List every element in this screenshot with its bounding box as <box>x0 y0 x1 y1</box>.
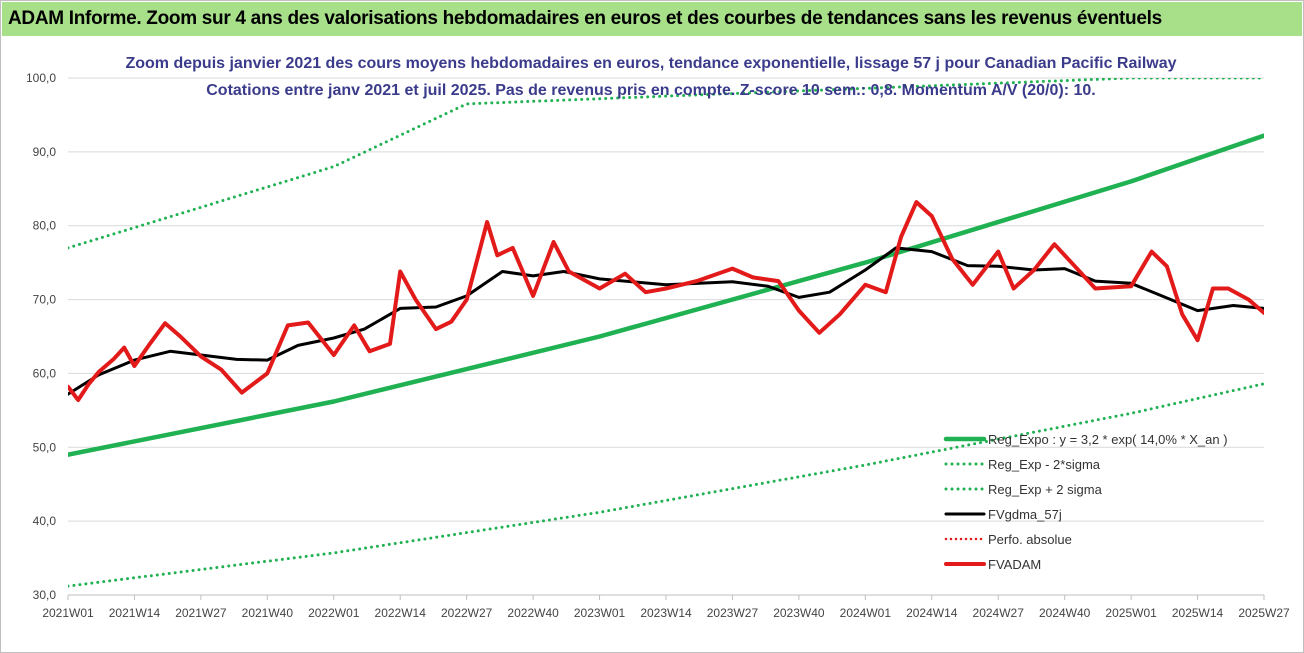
legend-label: FVgdma_57j <box>988 507 1062 522</box>
y-tick-label: 100,0 <box>26 71 56 85</box>
x-tick-label: 2021W27 <box>175 606 227 620</box>
series-line-reg-exp-2-sigma <box>68 382 1264 588</box>
y-tick-label: 40,0 <box>33 514 57 528</box>
legend-label: Reg_Exp - 2*sigma <box>988 457 1101 472</box>
chart-series <box>68 78 1264 588</box>
y-tick-label: 30,0 <box>33 588 57 602</box>
x-tick-label: 2022W01 <box>308 606 360 620</box>
x-tick-label: 2022W27 <box>441 606 493 620</box>
x-tick-label: 2023W01 <box>574 606 626 620</box>
y-tick-label: 60,0 <box>33 366 57 380</box>
report-title: ADAM Informe. Zoom sur 4 ans des valoris… <box>8 8 1162 29</box>
x-tick-label: 2021W40 <box>242 606 294 620</box>
y-axis-ticks: 30,0 40,0 50,0 60,0 70,0 80,0 90,0 100,0 <box>26 71 56 602</box>
x-axis-ticks: 2021W01 2021W14 2021W27 2021W40 2022W01 2022W… <box>42 595 1290 620</box>
x-tick-label: 2024W01 <box>840 606 892 620</box>
x-tick-label: 2022W40 <box>507 606 559 620</box>
x-tick-label: 2025W14 <box>1172 606 1224 620</box>
chart-subtitle-line-2: Cotations entre janv 2021 et juil 2025. … <box>206 82 1096 99</box>
series-line-fvgdma-57j <box>68 246 1264 396</box>
grid-lines <box>68 77 1264 596</box>
y-tick-label: 50,0 <box>33 440 57 454</box>
legend-label: Perfo. absolue <box>988 532 1072 547</box>
x-tick-label: 2025W01 <box>1105 606 1157 620</box>
x-tick-label: 2022W14 <box>375 606 427 620</box>
y-tick-label: 90,0 <box>33 145 57 159</box>
x-tick-label: 2023W27 <box>707 606 759 620</box>
legend-label: FVADAM <box>988 557 1041 572</box>
x-tick-label: 2023W40 <box>773 606 825 620</box>
x-tick-label: 2023W14 <box>640 606 692 620</box>
x-tick-label: 2024W40 <box>1039 606 1091 620</box>
x-tick-label: 2025W27 <box>1238 606 1290 620</box>
trend-chart: 30,0 40,0 50,0 60,0 70,0 80,0 90,0 100,0 2021W0… <box>26 55 1290 620</box>
x-tick-label: 2024W14 <box>906 606 958 620</box>
series-line-reg-exp-2-sigma <box>68 78 1264 250</box>
x-tick-label: 2024W27 <box>973 606 1025 620</box>
series-line-reg-expo-y-3-2-exp-14-0-x-an <box>68 133 1264 457</box>
chart-subtitle-line-1: Zoom depuis janvier 2021 des cours moyen… <box>125 55 1176 72</box>
series-line-fvadam <box>68 200 1264 402</box>
chart-legend: Reg_Expo : y = 3,2 * exp( 14,0% * X_an )… <box>943 432 1228 572</box>
legend-label: Reg_Expo : y = 3,2 * exp( 14,0% * X_an ) <box>988 432 1228 447</box>
report-banner: ADAM Informe. Zoom sur 4 ans des valoris… <box>2 2 1302 36</box>
y-tick-label: 80,0 <box>33 219 57 233</box>
x-tick-label: 2021W14 <box>109 606 161 620</box>
x-tick-label: 2021W01 <box>42 606 94 620</box>
legend-label: Reg_Exp + 2 sigma <box>988 482 1103 497</box>
y-tick-label: 70,0 <box>33 293 57 307</box>
